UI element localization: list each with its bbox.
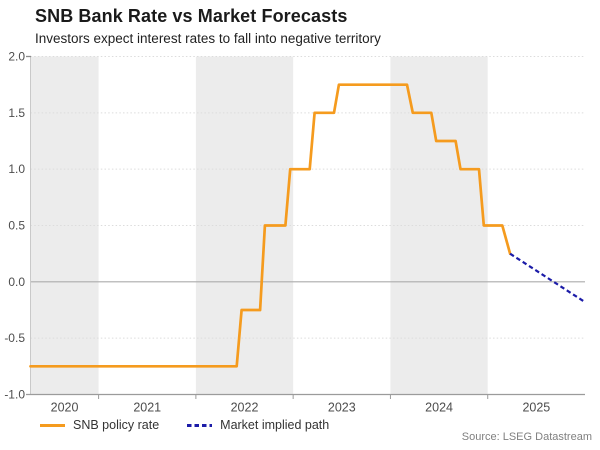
legend-item-snb-policy-rate: SNB policy rate (40, 418, 159, 432)
source-attribution: Source: LSEG Datastream (461, 431, 592, 443)
legend-label: Market implied path (220, 418, 330, 432)
solid-line-swatch-icon (40, 423, 65, 427)
svg-text:0.5: 0.5 (8, 219, 25, 233)
series-line-market-implied-path (509, 252, 586, 304)
svg-text:2.0: 2.0 (8, 50, 25, 64)
y-gridlines (30, 56, 585, 339)
chart-title: SNB Bank Rate vs Market Forecasts (35, 6, 348, 26)
chart-subtitle: Investors expect interest rates to fall … (35, 31, 381, 46)
dashed-line-swatch-icon (187, 423, 213, 427)
series-line-snb-policy-rate (29, 83, 512, 368)
svg-text:2023: 2023 (328, 401, 356, 415)
legend-label: SNB policy rate (73, 418, 160, 432)
legend-item-market-implied-path: Market implied path (187, 418, 329, 432)
chart-legend: SNB policy rate Market implied path (40, 418, 329, 432)
svg-text:1.0: 1.0 (8, 162, 25, 176)
svg-text:2024: 2024 (425, 401, 453, 415)
svg-text:2021: 2021 (133, 401, 161, 415)
svg-text:-1.0: -1.0 (4, 388, 25, 402)
y-axis-labels: 2.0 1.5 1.0 0.5 0.0 -0.5 -1.0 (4, 50, 25, 402)
svg-text:2020: 2020 (51, 401, 79, 415)
svg-text:0.0: 0.0 (8, 275, 25, 289)
axes (26, 55, 585, 399)
svg-text:2025: 2025 (522, 401, 550, 415)
svg-text:2022: 2022 (231, 401, 259, 415)
x-axis-labels: 2020 2021 2022 2023 2024 2025 (51, 401, 551, 415)
svg-text:-0.5: -0.5 (4, 331, 25, 345)
svg-text:1.5: 1.5 (8, 106, 25, 120)
